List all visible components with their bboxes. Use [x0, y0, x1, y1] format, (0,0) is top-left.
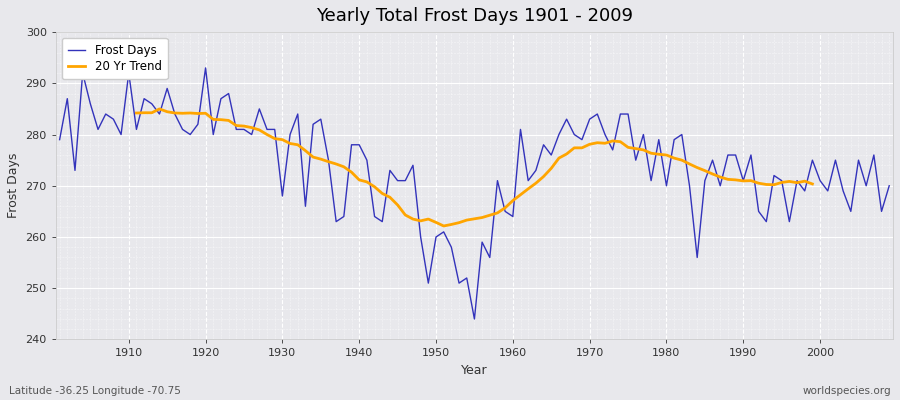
Frost Days [338, 214, 349, 219]
Frost Days [292, 112, 303, 116]
20 Yr Trend [223, 118, 234, 123]
Line: Frost Days: Frost Days [59, 68, 889, 319]
Frost Days [523, 178, 534, 183]
X-axis label: Year: Year [461, 364, 488, 377]
Frost Days [884, 183, 895, 188]
20 Yr Trend [745, 178, 756, 183]
20 Yr Trend [154, 106, 165, 111]
Text: Latitude -36.25 Longitude -70.75: Latitude -36.25 Longitude -70.75 [9, 386, 181, 396]
Frost Days [116, 132, 127, 137]
20 Yr Trend [208, 117, 219, 122]
Y-axis label: Frost Days: Frost Days [7, 153, 20, 218]
20 Yr Trend [807, 182, 818, 186]
20 Yr Trend [131, 111, 142, 116]
Frost Days [200, 66, 211, 70]
Frost Days [615, 112, 626, 116]
20 Yr Trend [438, 224, 449, 228]
Title: Yearly Total Frost Days 1901 - 2009: Yearly Total Frost Days 1901 - 2009 [316, 7, 633, 25]
Line: 20 Yr Trend: 20 Yr Trend [137, 109, 813, 226]
Legend: Frost Days, 20 Yr Trend: Frost Days, 20 Yr Trend [62, 38, 167, 79]
Text: worldspecies.org: worldspecies.org [803, 386, 891, 396]
Frost Days [515, 127, 526, 132]
20 Yr Trend [400, 212, 410, 217]
20 Yr Trend [492, 210, 503, 215]
Frost Days [54, 137, 65, 142]
Frost Days [469, 316, 480, 321]
20 Yr Trend [277, 137, 288, 142]
